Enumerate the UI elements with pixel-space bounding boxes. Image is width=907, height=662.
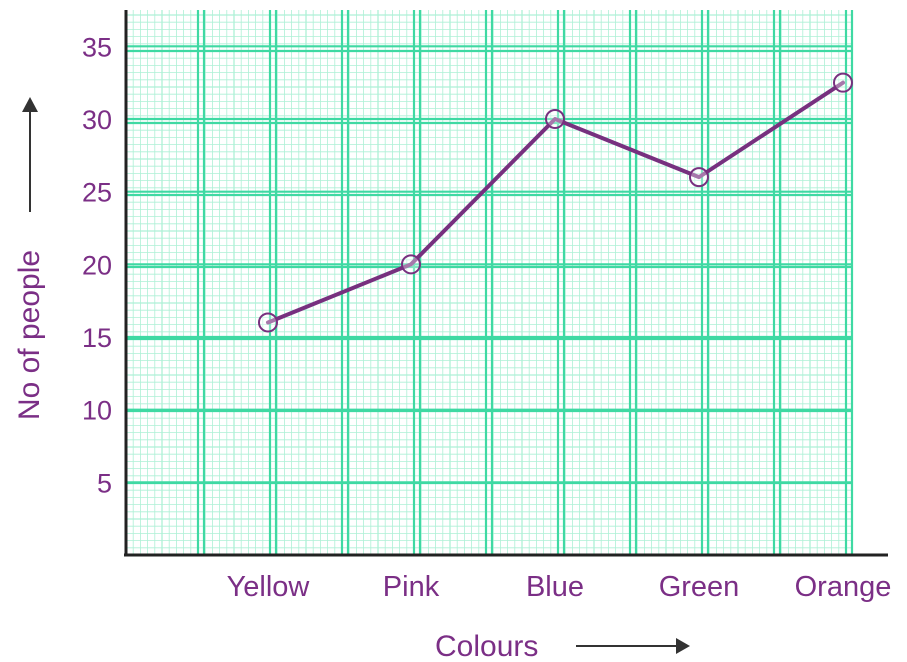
data-point bbox=[401, 254, 421, 275]
grid-major-lines bbox=[124, 10, 854, 557]
data-point bbox=[545, 109, 565, 129]
x-axis-title: Colours bbox=[435, 630, 538, 662]
data-point bbox=[689, 167, 709, 188]
x-category-labels: Yellow Pink Blue Green Orange bbox=[227, 571, 892, 603]
x-category-label: Orange bbox=[795, 571, 892, 603]
data-markers bbox=[258, 72, 853, 333]
x-category-label: Blue bbox=[526, 571, 584, 603]
x-axis-arrow bbox=[576, 638, 690, 654]
grid-minor-lines bbox=[126, 10, 852, 555]
data-point bbox=[833, 72, 853, 93]
y-tick-label: 10 bbox=[82, 396, 112, 426]
series-line bbox=[266, 80, 845, 325]
data-point bbox=[258, 312, 278, 333]
y-tick-label: 15 bbox=[82, 323, 112, 353]
y-axis-arrow bbox=[22, 97, 38, 212]
y-tick-label: 20 bbox=[82, 250, 112, 280]
x-category-label: Green bbox=[659, 571, 740, 603]
y-tick-labels: 5 10 15 20 25 30 35 bbox=[82, 32, 112, 498]
y-axis-title: No of people bbox=[13, 250, 46, 420]
y-tick-label: 5 bbox=[97, 468, 112, 498]
y-axis-arrow-head bbox=[22, 97, 38, 112]
y-tick-label: 30 bbox=[82, 105, 112, 135]
x-category-label: Pink bbox=[383, 571, 440, 603]
series-line-group bbox=[266, 80, 845, 325]
x-axis-arrow-head bbox=[676, 638, 690, 654]
y-tick-label: 25 bbox=[82, 178, 112, 208]
y-tick-label: 35 bbox=[82, 32, 112, 62]
x-category-label: Yellow bbox=[227, 571, 311, 603]
